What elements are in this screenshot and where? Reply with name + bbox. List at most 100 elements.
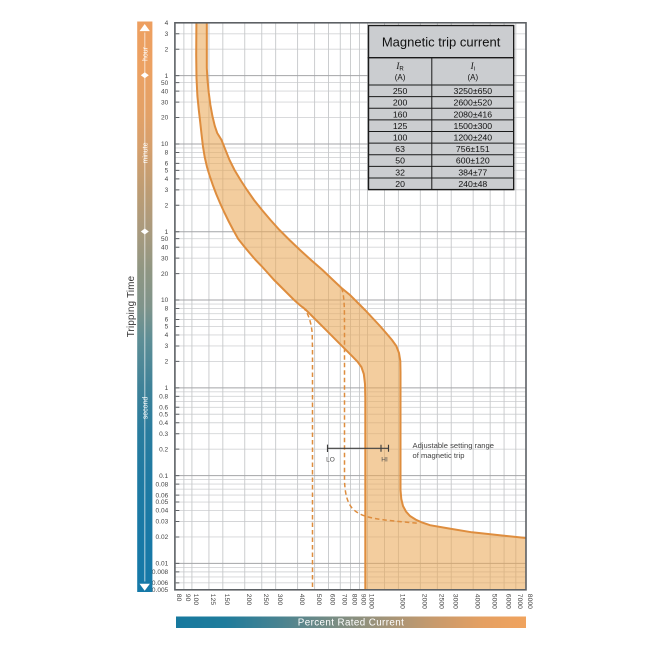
svg-text:384±77: 384±77 [458,167,487,177]
svg-text:0.05: 0.05 [156,499,169,506]
svg-text:900: 900 [360,594,367,606]
svg-text:0.4: 0.4 [159,420,168,427]
svg-text:3: 3 [165,187,169,194]
svg-text:5: 5 [165,324,169,331]
svg-text:Percent Rated Current: Percent Rated Current [298,617,404,628]
svg-text:30: 30 [161,99,169,106]
svg-text:IR: IR [395,61,404,73]
svg-text:2: 2 [165,46,169,53]
svg-text:125: 125 [209,594,216,606]
svg-text:Adjustable setting range: Adjustable setting range [413,441,494,450]
svg-text:hour: hour [142,46,149,61]
svg-text:30: 30 [161,255,169,262]
svg-text:0.04: 0.04 [156,508,169,515]
svg-text:Magnetic trip current: Magnetic trip current [382,35,501,50]
svg-text:3250±650: 3250±650 [454,86,493,96]
svg-text:of magnetic trip: of magnetic trip [413,451,465,460]
svg-text:50: 50 [161,80,169,87]
svg-text:20: 20 [161,115,169,122]
svg-text:20: 20 [395,179,405,189]
svg-text:250: 250 [262,594,269,606]
svg-text:0.005: 0.005 [152,587,169,594]
svg-text:8: 8 [165,306,169,313]
svg-text:5000: 5000 [490,594,497,609]
svg-text:1200±240: 1200±240 [454,133,493,143]
svg-text:160: 160 [393,109,408,119]
svg-text:LO: LO [326,457,335,464]
svg-text:2: 2 [165,203,169,210]
svg-text:240±48: 240±48 [458,179,487,189]
svg-text:4000: 4000 [473,594,480,609]
svg-text:200: 200 [245,594,252,606]
svg-text:minute: minute [142,142,149,163]
svg-text:6: 6 [165,161,169,168]
svg-text:50: 50 [395,156,405,166]
svg-text:0.5: 0.5 [159,411,168,418]
svg-text:63: 63 [395,144,405,154]
svg-text:8: 8 [165,150,169,157]
svg-text:0.3: 0.3 [159,431,168,438]
svg-text:600: 600 [329,594,336,606]
svg-text:1000: 1000 [368,594,375,609]
svg-text:250: 250 [393,86,408,96]
svg-text:150: 150 [223,594,230,606]
svg-text:32: 32 [395,167,405,177]
svg-text:8000: 8000 [526,594,533,609]
svg-text:40: 40 [161,244,169,251]
svg-text:1: 1 [165,385,169,392]
svg-text:0.006: 0.006 [152,580,169,587]
svg-text:3: 3 [165,31,169,38]
svg-text:0.1: 0.1 [159,473,168,480]
svg-text:40: 40 [161,88,169,95]
svg-text:Ii: Ii [470,61,475,73]
svg-text:4: 4 [165,20,169,27]
svg-text:(A): (A) [395,73,406,82]
svg-text:700: 700 [341,594,348,606]
svg-text:10: 10 [161,141,169,148]
svg-text:2500: 2500 [438,594,445,609]
svg-text:0.8: 0.8 [159,394,168,401]
svg-text:2000: 2000 [421,594,428,609]
svg-text:80: 80 [175,594,182,602]
svg-text:2: 2 [165,359,169,366]
svg-text:0.02: 0.02 [156,534,169,541]
svg-text:400: 400 [298,594,305,606]
svg-text:1500: 1500 [399,594,406,609]
svg-text:3: 3 [165,343,169,350]
svg-text:0.03: 0.03 [156,519,169,526]
svg-text:second: second [142,397,149,420]
svg-text:0.6: 0.6 [159,405,168,412]
svg-text:500: 500 [315,594,322,606]
svg-text:200: 200 [393,98,408,108]
svg-text:0.08: 0.08 [156,481,169,488]
svg-text:756±151: 756±151 [456,144,490,154]
svg-text:(A): (A) [467,73,478,82]
svg-text:2600±520: 2600±520 [454,98,493,108]
svg-text:800: 800 [351,594,358,606]
svg-text:0.2: 0.2 [159,446,168,453]
svg-text:90: 90 [184,594,191,602]
svg-text:1: 1 [165,73,169,80]
svg-text:125: 125 [393,121,408,131]
svg-text:4: 4 [165,332,169,339]
svg-text:6000: 6000 [504,594,511,609]
svg-text:1: 1 [165,229,169,236]
svg-text:0.06: 0.06 [156,492,169,499]
svg-text:50: 50 [161,236,169,243]
svg-text:2080±416: 2080±416 [454,109,493,119]
svg-text:0.01: 0.01 [156,561,169,568]
svg-text:20: 20 [161,271,169,278]
svg-text:100: 100 [393,133,408,143]
svg-text:3000: 3000 [451,594,458,609]
svg-text:600±120: 600±120 [456,156,490,166]
svg-text:1500±300: 1500±300 [454,121,493,131]
svg-text:6: 6 [165,317,169,324]
svg-text:0.008: 0.008 [152,569,169,576]
svg-text:Tripping Time: Tripping Time [126,275,137,337]
svg-text:7000: 7000 [516,594,523,609]
svg-text:HI: HI [381,457,388,464]
svg-text:4: 4 [165,176,169,183]
svg-text:10: 10 [161,297,169,304]
svg-text:5: 5 [165,168,169,175]
svg-text:300: 300 [276,594,283,606]
